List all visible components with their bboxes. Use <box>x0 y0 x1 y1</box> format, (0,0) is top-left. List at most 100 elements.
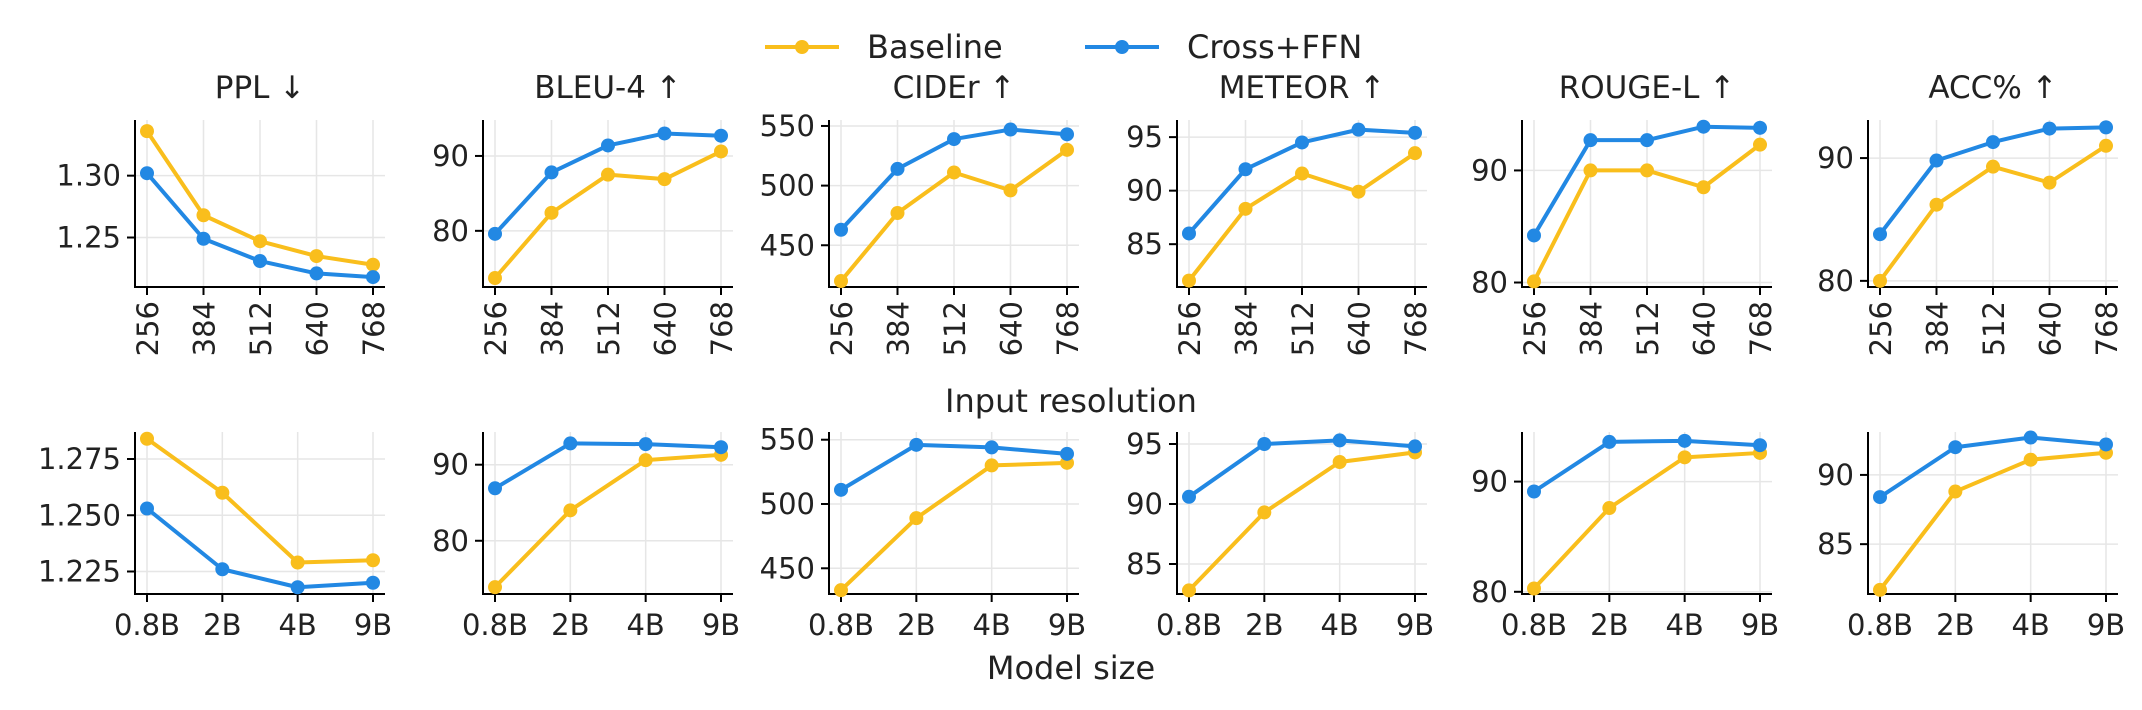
data-point-cross-ffn <box>1295 135 1309 150</box>
x-tick-label: 9B <box>354 608 392 642</box>
x-tick-label: 384 <box>1921 301 1955 356</box>
x-tick-label: 256 <box>479 301 513 356</box>
legend-marker <box>1115 40 1129 54</box>
data-point-baseline <box>1257 505 1272 520</box>
chart-panel-2: 80 90 256 384 512 640 768 BLEU-4 ↑ <box>432 70 739 356</box>
data-point-cross-ffn <box>1640 133 1654 148</box>
data-point-cross-ffn <box>1873 490 1887 505</box>
x-tick-label: 256 <box>131 301 165 356</box>
x-tick-label: 512 <box>938 301 972 356</box>
data-point-baseline <box>2023 452 2038 467</box>
panel-title: CIDEr ↑ <box>893 70 1016 106</box>
x-tick-label: 640 <box>2034 301 2068 356</box>
data-point-baseline <box>366 257 380 272</box>
x-tick-label: 4B <box>1665 608 1703 642</box>
row-label-model-size: Model size <box>987 649 1155 687</box>
series-line-cross-ffn <box>1532 438 1761 494</box>
y-tick-label: 90 <box>1126 174 1163 208</box>
y-tick-label: 95 <box>1126 120 1163 154</box>
data-point-baseline <box>488 580 502 595</box>
legend: Baseline Cross+FFN <box>765 28 1362 66</box>
data-point-cross-ffn <box>2042 121 2057 136</box>
series-line-baseline <box>839 460 1068 592</box>
data-point-baseline <box>1182 273 1196 288</box>
chart-panel-3: 450 500 550 256 384 512 640 768 CIDEr ↑ <box>760 70 1085 356</box>
chart-panels: 1.25 1.30 256 384 512 640 768 PPL ↓ 80 90 256 384 51… <box>38 70 2125 642</box>
x-tick-label: 256 <box>1864 301 1898 356</box>
data-point-cross-ffn <box>1677 433 1692 448</box>
chart-panel-12: 85 90 0.8B 2B 4B 9B <box>1817 430 2125 642</box>
chart-panel-8: 80 90 0.8B 2B 4B 9B <box>432 432 740 642</box>
x-tick-label: 768 <box>705 301 739 356</box>
data-point-cross-ffn <box>657 126 672 141</box>
x-tick-label: 9B <box>1048 608 1086 642</box>
data-point-cross-ffn <box>1182 489 1196 504</box>
data-point-cross-ffn <box>1408 439 1422 454</box>
data-point-baseline <box>1640 163 1654 178</box>
x-tick-label: 512 <box>1977 301 2011 356</box>
data-point-cross-ffn <box>2023 430 2038 445</box>
data-point-cross-ffn <box>1696 119 1711 134</box>
x-tick-label: 0.8B <box>1156 608 1222 642</box>
data-point-baseline <box>1527 274 1541 289</box>
chart-panel-4: 85 90 95 256 384 512 640 768 METEOR ↑ <box>1126 70 1433 356</box>
y-tick-label: 85 <box>1817 527 1854 561</box>
series-line-cross-ffn <box>839 442 1068 492</box>
data-point-baseline <box>1696 180 1711 195</box>
data-point-cross-ffn <box>1583 133 1598 148</box>
x-tick-label: 512 <box>592 301 626 356</box>
x-tick-label: 9B <box>702 608 740 642</box>
panel-title: BLEU-4 ↑ <box>534 70 682 106</box>
data-point-cross-ffn <box>309 266 324 281</box>
data-point-baseline <box>601 167 615 182</box>
x-tick-label: 0.8B <box>1847 608 1913 642</box>
x-tick-label: 0.8B <box>462 608 528 642</box>
y-tick-label: 1.275 <box>38 442 121 476</box>
data-point-baseline <box>834 583 848 598</box>
data-point-cross-ffn <box>909 437 924 452</box>
data-point-baseline <box>196 208 211 223</box>
series-line-baseline <box>1878 450 2107 592</box>
x-tick-label: 2B <box>1245 608 1283 642</box>
series-line-cross-ffn <box>493 441 722 490</box>
y-tick-label: 500 <box>760 169 815 203</box>
x-tick-label: 768 <box>2090 301 2124 356</box>
x-tick-label: 0.8B <box>114 608 180 642</box>
data-point-baseline <box>834 274 848 289</box>
data-point-baseline <box>1873 273 1887 288</box>
data-point-baseline <box>1527 581 1541 596</box>
data-point-baseline <box>1753 137 1767 152</box>
x-tick-label: 384 <box>882 301 916 356</box>
data-point-cross-ffn <box>366 270 380 285</box>
data-point-baseline <box>638 453 653 468</box>
data-point-cross-ffn <box>947 132 961 147</box>
x-tick-label: 768 <box>1399 301 1433 356</box>
data-point-baseline <box>253 234 267 249</box>
data-point-baseline <box>984 458 999 473</box>
y-tick-label: 80 <box>432 524 469 558</box>
data-point-baseline <box>290 555 305 570</box>
data-point-baseline <box>1295 166 1309 181</box>
data-point-cross-ffn <box>366 575 380 590</box>
data-point-cross-ffn <box>1602 434 1617 449</box>
y-tick-label: 500 <box>760 487 815 521</box>
data-point-baseline <box>1238 201 1253 216</box>
y-tick-label: 450 <box>760 551 815 585</box>
y-tick-label: 90 <box>1817 458 1854 492</box>
x-tick-label: 640 <box>649 301 683 356</box>
data-point-baseline <box>1948 484 1963 499</box>
data-point-baseline <box>1677 450 1692 465</box>
data-point-cross-ffn <box>544 165 559 180</box>
data-point-baseline <box>909 511 924 526</box>
x-tick-label: 640 <box>1688 301 1722 356</box>
data-point-baseline <box>1408 146 1422 161</box>
data-point-baseline <box>1602 501 1617 516</box>
data-point-baseline <box>140 124 154 139</box>
x-tick-label: 4B <box>1320 608 1358 642</box>
chart-panel-6: 80 90 256 384 512 640 768 ACC% ↑ <box>1817 70 2124 356</box>
x-tick-label: 2B <box>551 608 589 642</box>
series-line-cross-ffn <box>1187 438 1416 499</box>
data-point-cross-ffn <box>1527 484 1541 499</box>
y-tick-label: 90 <box>1471 153 1508 187</box>
data-point-cross-ffn <box>2099 120 2113 135</box>
